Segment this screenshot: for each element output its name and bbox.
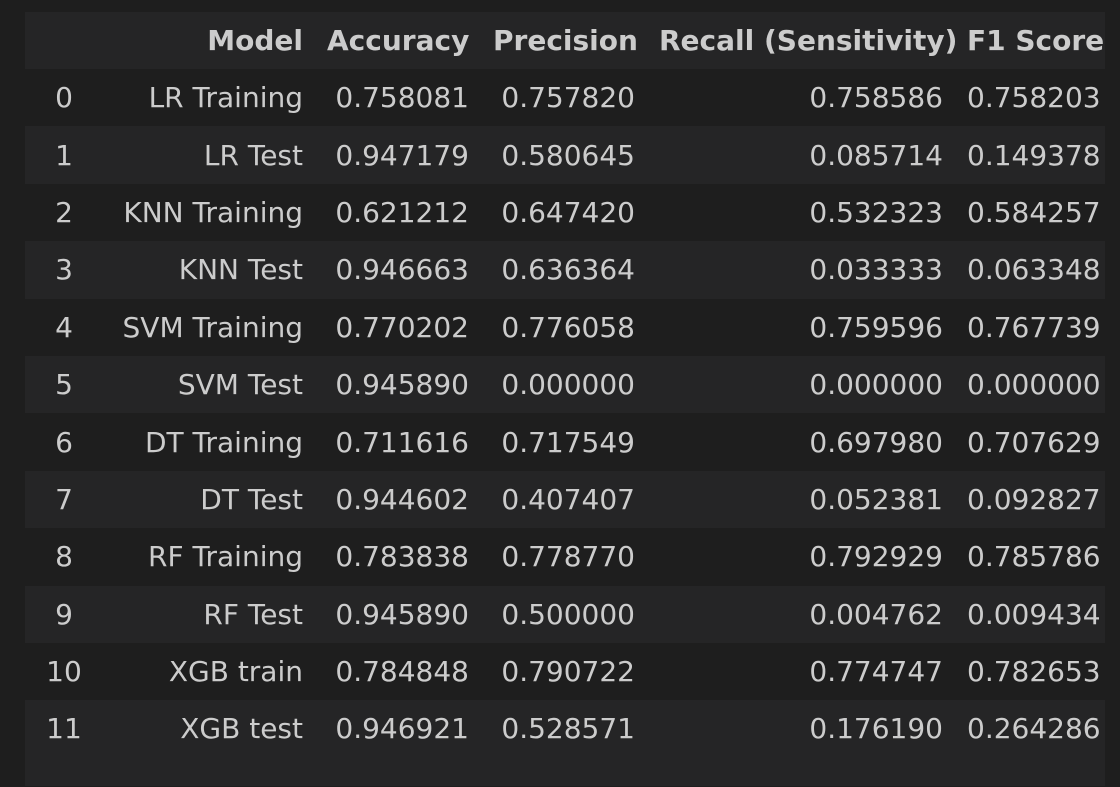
table-row: 9 RF Test 0.945890 0.500000 0.004762 0.009434 [25, 585, 1105, 643]
row-index: 6 [55, 425, 73, 459]
cell-precision: 0.528571 [501, 712, 635, 746]
column-header-f1: F1 Score [967, 24, 1105, 57]
table-bottom-padding [25, 757, 1105, 786]
cell-f1: 0.009434 [967, 597, 1101, 631]
column-header-accuracy: Accuracy [327, 24, 470, 57]
row-index: 8 [55, 540, 73, 574]
cell-precision: 0.776058 [501, 310, 635, 344]
cell-f1: 0.782653 [967, 655, 1101, 689]
cell-precision: 0.717549 [501, 425, 635, 459]
row-index: 11 [46, 712, 82, 746]
cell-accuracy: 0.784848 [335, 655, 469, 689]
cell-model: SVM Training [122, 310, 303, 344]
cell-f1: 0.707629 [967, 425, 1101, 459]
cell-precision: 0.757820 [501, 81, 635, 115]
cell-precision: 0.580645 [501, 138, 635, 172]
cell-f1: 0.584257 [967, 195, 1101, 229]
cell-accuracy: 0.945890 [335, 368, 469, 402]
table-row: 1 LR Test 0.947179 0.580645 0.085714 0.149378 [25, 126, 1105, 184]
cell-recall: 0.532323 [809, 195, 943, 229]
cell-model: KNN Training [123, 195, 303, 229]
cell-f1: 0.092827 [967, 482, 1101, 516]
cell-recall: 0.774747 [809, 655, 943, 689]
cell-precision: 0.636364 [501, 253, 635, 287]
cell-accuracy: 0.621212 [335, 195, 469, 229]
cell-recall: 0.052381 [809, 482, 943, 516]
row-index: 3 [55, 253, 73, 287]
row-index: 4 [55, 310, 73, 344]
cell-accuracy: 0.783838 [335, 540, 469, 574]
cell-f1: 0.758203 [967, 81, 1101, 115]
cell-accuracy: 0.758081 [335, 81, 469, 115]
cell-accuracy: 0.945890 [335, 597, 469, 631]
cell-recall: 0.792929 [809, 540, 943, 574]
column-header-model: Model [207, 24, 303, 57]
cell-precision: 0.778770 [501, 540, 635, 574]
row-index: 7 [55, 482, 73, 516]
cell-precision: 0.000000 [501, 368, 635, 402]
table-row: 5 SVM Test 0.945890 0.000000 0.000000 0.00000… [25, 355, 1105, 414]
cell-accuracy: 0.711616 [335, 425, 469, 459]
column-header-precision: Precision [493, 24, 638, 57]
row-index: 9 [55, 597, 73, 631]
cell-f1: 0.063348 [967, 253, 1101, 287]
column-header-recall: Recall (Sensitivity) [659, 24, 957, 57]
dataframe-output: Model Accuracy Precision Recall (Sensiti… [25, 12, 1105, 786]
cell-model: DT Training [144, 425, 303, 459]
cell-model: DT Test [200, 482, 303, 516]
cell-model: SVM Test [177, 368, 303, 402]
table-row: 0 LR Training 0.758081 0.757820 0.758586 0.75… [25, 69, 1105, 127]
table-row: 4 SVM Training 0.770202 0.776058 0.759596 0.7… [25, 298, 1105, 356]
cell-model: RF Training [148, 540, 303, 574]
cell-f1: 0.785786 [967, 540, 1101, 574]
row-index: 5 [55, 368, 73, 402]
cell-precision: 0.407407 [501, 482, 635, 516]
cell-f1: 0.000000 [967, 368, 1101, 402]
cell-recall: 0.758586 [809, 81, 943, 115]
cell-recall: 0.004762 [809, 597, 943, 631]
cell-accuracy: 0.947179 [335, 138, 469, 172]
cell-model: RF Test [203, 597, 303, 631]
table-row: 2 KNN Training 0.621212 0.647420 0.532323 0.5… [25, 183, 1105, 242]
cell-accuracy: 0.946663 [335, 253, 469, 287]
cell-recall: 0.176190 [809, 712, 943, 746]
cell-precision: 0.790722 [501, 655, 635, 689]
cell-model: LR Test [203, 138, 303, 172]
cell-recall: 0.697980 [809, 425, 943, 459]
cell-accuracy: 0.770202 [335, 310, 469, 344]
table-row: 3 KNN Test 0.946663 0.636364 0.033333 0.06334… [25, 241, 1105, 299]
cell-f1: 0.767739 [967, 310, 1101, 344]
cell-accuracy: 0.944602 [335, 482, 469, 516]
table-row: 7 DT Test 0.944602 0.407407 0.052381 0.092827 [25, 470, 1105, 529]
row-index: 0 [55, 81, 73, 115]
row-index: 10 [46, 655, 82, 689]
cell-model: KNN Test [178, 253, 303, 287]
cell-f1: 0.264286 [967, 712, 1101, 746]
table-row: 10 XGB train 0.784848 0.790722 0.774747 0.782… [25, 642, 1105, 701]
table-row: 8 RF Training 0.783838 0.778770 0.792929 0.78… [25, 528, 1105, 586]
cell-recall: 0.000000 [809, 368, 943, 402]
cell-recall: 0.759596 [809, 310, 943, 344]
cell-model: XGB train [168, 655, 303, 689]
cell-accuracy: 0.946921 [335, 712, 469, 746]
cell-f1: 0.149378 [967, 138, 1101, 172]
results-table: Model Accuracy Precision Recall (Sensiti… [25, 12, 1105, 758]
index-header [25, 12, 103, 69]
header-row: Model Accuracy Precision Recall (Sensiti… [25, 12, 1105, 69]
cell-model: XGB test [180, 712, 303, 746]
cell-recall: 0.033333 [809, 253, 943, 287]
row-index: 1 [55, 138, 73, 172]
table-row: 11 XGB test 0.946921 0.528571 0.176190 0.2642… [25, 700, 1105, 758]
cell-model: LR Training [148, 81, 303, 115]
cell-recall: 0.085714 [809, 138, 943, 172]
cell-precision: 0.647420 [501, 195, 635, 229]
table-row: 6 DT Training 0.711616 0.717549 0.697980 0.70… [25, 413, 1105, 471]
row-index: 2 [55, 195, 73, 229]
cell-precision: 0.500000 [501, 597, 635, 631]
